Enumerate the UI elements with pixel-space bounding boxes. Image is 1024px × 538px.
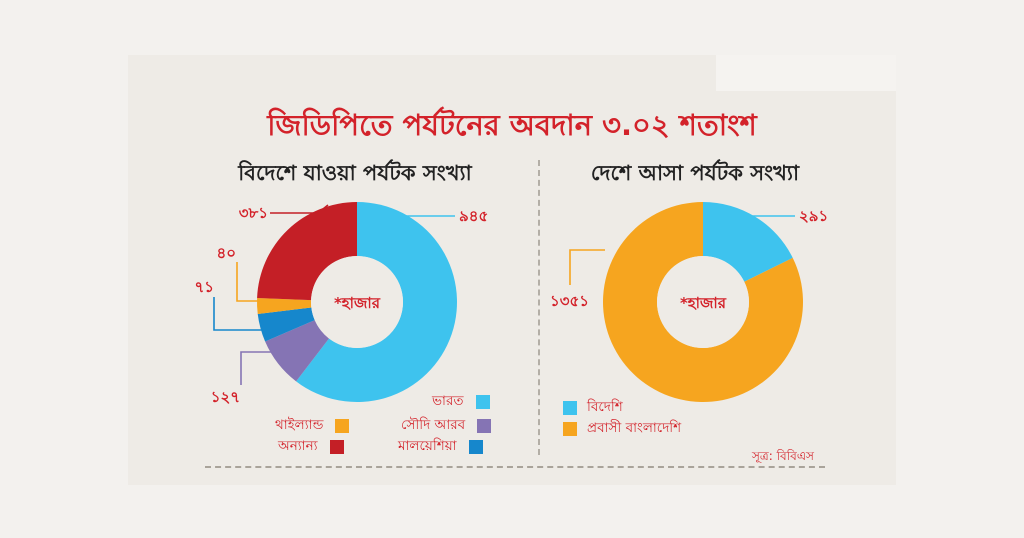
callout-saudi xyxy=(240,351,274,385)
left-chart-title: বিদেশে যাওয়া পর্যটক সংখ্যা xyxy=(238,161,472,185)
bottom-rule xyxy=(205,466,825,468)
donut-slice xyxy=(257,307,315,342)
legend-item-thailand: থাইল্যান্ড xyxy=(275,414,350,437)
legend-label: থাইল্যান্ড xyxy=(275,417,324,433)
legend-swatch xyxy=(563,400,577,415)
legend-swatch xyxy=(475,394,490,409)
legend-label: বিদেশি xyxy=(587,399,623,415)
legend-item-foreigner: বিদেশি xyxy=(563,396,623,419)
center-label: *হাজার xyxy=(680,294,727,312)
right-chart-title: দেশে আসা পর্যটক সংখ্যা xyxy=(590,161,800,185)
page-title: জিডিপিতে পর্যটনের অবদান ৩.০২ শতাংশ xyxy=(267,108,757,142)
legend-item-saudi: সৌদি আরব xyxy=(401,414,492,437)
value-label-foreigner: ২৯১ xyxy=(799,207,828,225)
donut-slice xyxy=(296,202,457,402)
legend-label: সৌদি আরব xyxy=(401,417,466,433)
value-label-malaysia: ৭১ xyxy=(195,278,215,296)
legend-item-malaysia: মালয়েশিয়া xyxy=(398,435,483,458)
legend-swatch xyxy=(563,421,577,436)
card-corner xyxy=(716,55,896,91)
donut-hole xyxy=(311,256,403,348)
value-label-india: ৯৪৫ xyxy=(459,207,488,225)
donut-hole xyxy=(657,256,749,348)
legend-item-others: অন্যান্য xyxy=(278,435,344,458)
donut-slice xyxy=(703,202,793,282)
donut-slice xyxy=(257,202,357,301)
value-label-others: ৩৮১ xyxy=(239,204,268,222)
legend-label: প্রবাসী বাংলাদেশি xyxy=(587,420,682,436)
value-label-thailand: ৪০ xyxy=(217,244,237,262)
legend-swatch xyxy=(329,439,344,454)
value-label-saudi: ১২৭ xyxy=(211,388,240,406)
legend-item-india: ভারত xyxy=(432,390,490,413)
legend-swatch xyxy=(468,439,483,454)
callout-thailand xyxy=(236,262,258,302)
value-label-expatriate: ১৩৫১ xyxy=(550,292,589,310)
center-label: *হাজার xyxy=(334,294,381,312)
callout-others xyxy=(270,204,329,214)
legend-item-expatriate: প্রবাসী বাংলাদেশি xyxy=(563,417,681,440)
callout-malaysia xyxy=(213,297,262,331)
legend-label: অন্যান্য xyxy=(278,438,318,454)
legend-label: ভারত xyxy=(432,393,464,409)
donut-slice xyxy=(265,320,329,382)
donut-slice xyxy=(602,202,803,403)
chart-divider xyxy=(538,160,540,455)
source-note: সূত্র: বিবিএস xyxy=(752,449,814,463)
legend-swatch xyxy=(335,418,350,433)
donut-slice xyxy=(257,297,312,315)
legend-swatch xyxy=(477,418,492,433)
legend-label: মালয়েশিয়া xyxy=(398,438,457,454)
callout-expatriate xyxy=(569,249,605,285)
